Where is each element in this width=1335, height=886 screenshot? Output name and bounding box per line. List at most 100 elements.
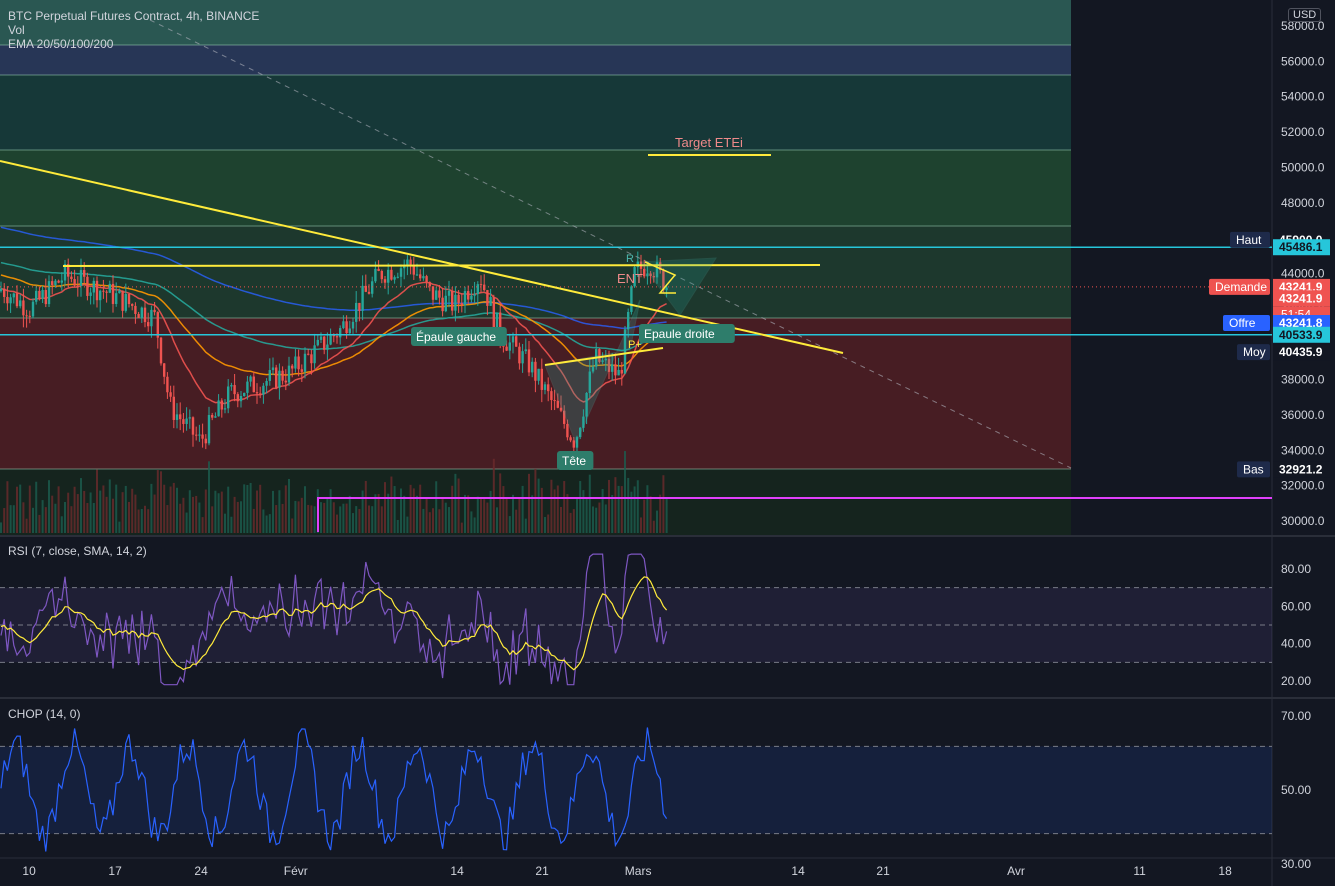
price-tick-label: 58000.0 — [1281, 19, 1325, 33]
candle-body — [198, 434, 201, 436]
price-badge-value-bg — [1273, 239, 1330, 256]
left-shoulder-label-box — [411, 327, 507, 346]
candle-body — [630, 286, 633, 312]
candle-body — [115, 293, 118, 304]
candle-body — [527, 349, 531, 373]
volume-bar — [364, 480, 367, 533]
volume-bar — [483, 499, 486, 533]
volume-bar — [176, 487, 178, 533]
volume-bar — [416, 495, 418, 533]
volume-bar — [508, 516, 511, 533]
volume-bar — [294, 500, 297, 533]
candle-body — [111, 283, 115, 304]
candle-body — [364, 285, 367, 292]
volume-bar — [64, 501, 66, 533]
volume-bar — [214, 490, 217, 533]
volume-bar — [281, 503, 284, 533]
fib-zone — [0, 0, 1071, 45]
candle-body — [451, 290, 454, 311]
candle-body — [47, 281, 51, 305]
chop-legend[interactable]: CHOP (14, 0) — [8, 707, 81, 721]
chop-tick-label: 30.00 — [1281, 857, 1311, 871]
candle-body — [655, 262, 659, 278]
candle-body — [543, 384, 547, 390]
long-trend-line — [149, 19, 1072, 469]
candle-body — [294, 356, 297, 369]
candle-body — [486, 290, 489, 306]
rsi-ma-line — [0, 576, 668, 671]
price-tick-label: 56000.0 — [1281, 54, 1325, 68]
volume-bar — [144, 505, 146, 533]
price-badge[interactable]: Bas 32921.2 — [1237, 461, 1330, 478]
volume-bar — [313, 506, 316, 533]
volume-bar — [243, 484, 246, 533]
candle-body — [342, 321, 345, 329]
candle-body — [73, 279, 76, 286]
candle-body — [214, 416, 217, 418]
candle-body — [540, 368, 543, 390]
candle-body — [611, 364, 614, 372]
candle-body — [230, 385, 233, 387]
volume-bar — [137, 509, 140, 533]
rsi-tick-label: 20.00 — [1281, 674, 1311, 688]
candle-body — [383, 279, 387, 283]
candle-body — [495, 312, 499, 328]
candle-body — [220, 400, 223, 410]
volume-bar — [470, 511, 473, 533]
price-badge-label: Offre — [1229, 316, 1256, 330]
candle-body — [19, 300, 22, 307]
candle-body — [153, 309, 156, 313]
volume-bar — [329, 489, 332, 533]
volume-bar — [89, 492, 92, 533]
pattern-flag — [644, 261, 677, 294]
volume-bar — [419, 484, 422, 533]
price-tick-label: 34000.0 — [1281, 443, 1325, 457]
candle-body — [41, 290, 44, 299]
candle-body — [201, 434, 204, 439]
ema-legend[interactable]: EMA 20/50/100/200 — [8, 37, 114, 51]
price-badge[interactable]: 45486.1 — [1273, 239, 1330, 256]
volume-bar — [192, 496, 194, 533]
volume-bar — [595, 507, 598, 533]
volume-bar — [268, 514, 271, 533]
candle-body — [463, 291, 467, 306]
currency-badge[interactable]: USD — [1288, 8, 1322, 22]
volume-bar — [627, 477, 630, 533]
candle-body — [508, 342, 511, 351]
candle-body — [44, 290, 47, 305]
candle-body — [76, 285, 79, 287]
candle-body — [438, 290, 441, 298]
volume-bar — [480, 498, 482, 533]
volume-bar — [35, 481, 38, 533]
volume-bar — [598, 502, 601, 533]
volume-bar — [230, 516, 233, 533]
volume-bar — [323, 502, 326, 533]
volume-bar — [76, 494, 79, 533]
candle-body — [54, 280, 57, 286]
price-badge-label-bg — [1223, 315, 1270, 331]
price-badge[interactable]: 40533.9 — [1273, 326, 1330, 343]
volume-bar — [236, 501, 239, 533]
chop-line — [0, 727, 668, 852]
volume-bar — [198, 502, 201, 533]
candle-body — [403, 265, 406, 269]
fib-zone — [0, 150, 1071, 226]
candle-body — [51, 281, 54, 286]
volume-bar — [92, 502, 95, 533]
candle-body — [601, 360, 604, 362]
candle-body — [300, 369, 303, 372]
volume-bar — [131, 488, 134, 533]
candle-body — [57, 280, 60, 283]
candle-body — [665, 287, 668, 291]
volume-legend[interactable]: Vol — [8, 23, 25, 37]
price-badge-label-bg — [1237, 461, 1270, 478]
volume-bar — [665, 497, 668, 533]
symbol-title[interactable]: BTC Perpetual Futures Contract, 4h, BINA… — [8, 9, 260, 23]
volume-bar — [9, 505, 12, 533]
candle-body — [499, 312, 502, 341]
volume-bar — [473, 517, 476, 533]
volume-bar — [220, 491, 223, 533]
price-badge[interactable]: Moy 40435.9 — [1237, 344, 1330, 361]
rsi-legend[interactable]: RSI (7, close, SMA, 14, 2) — [8, 544, 147, 558]
